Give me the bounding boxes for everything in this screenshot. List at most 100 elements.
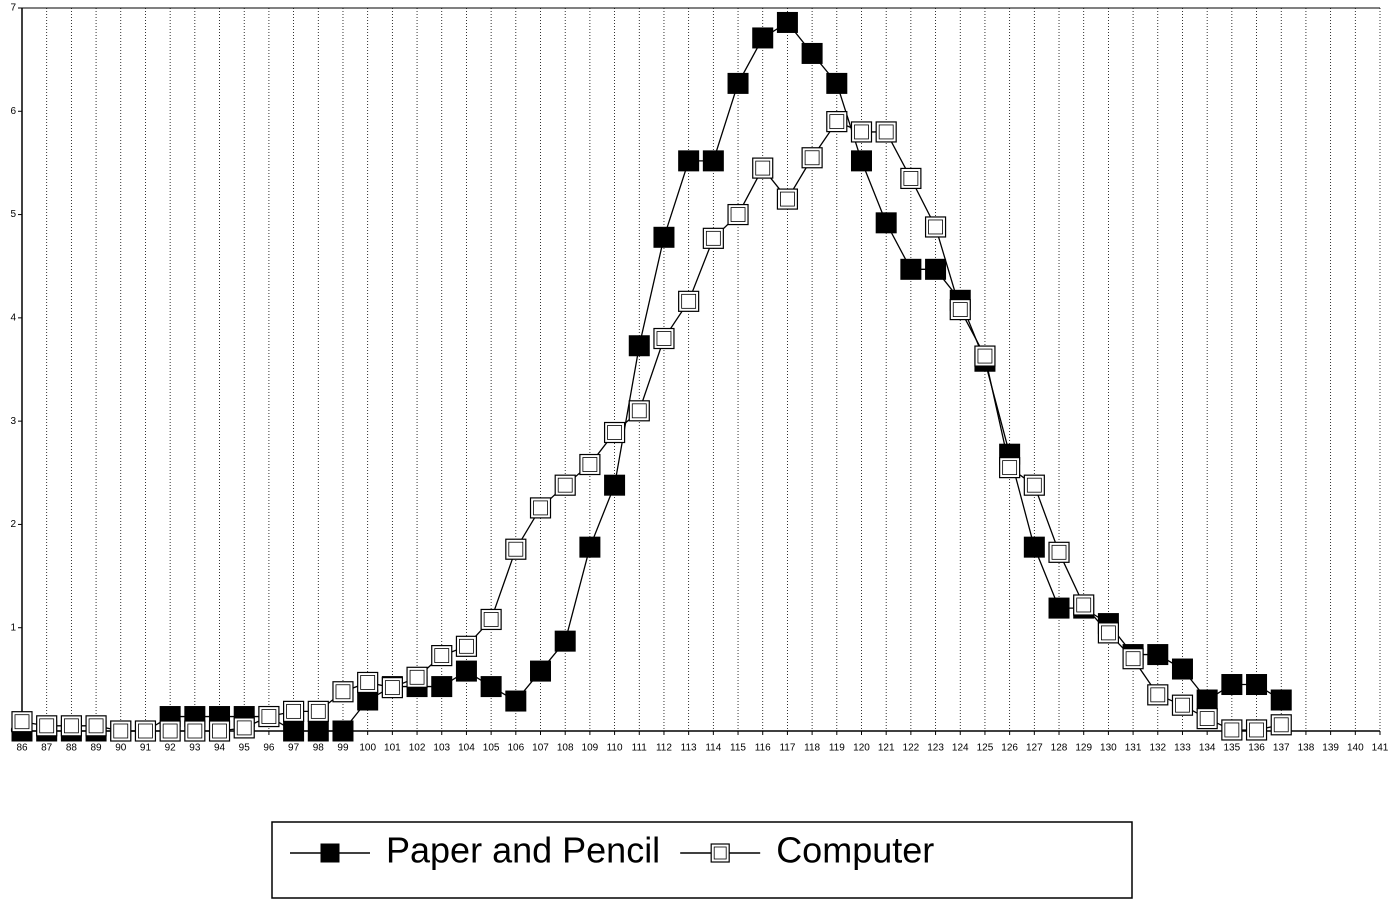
marker-inner <box>681 293 697 309</box>
x-tick-label: 116 <box>755 743 771 754</box>
x-tick-label: 95 <box>239 743 251 754</box>
marker-face <box>949 298 971 321</box>
x-tick-label: 90 <box>115 743 127 754</box>
legend: Paper and Pencil Computer <box>290 830 934 871</box>
marker-face <box>1048 541 1070 563</box>
marker-inner <box>63 718 79 734</box>
x-tick-label: 137 <box>1273 743 1290 754</box>
marker-face <box>1097 622 1120 644</box>
data-point <box>381 677 403 699</box>
marker-inner <box>409 669 425 685</box>
y-tick-label: 4 <box>10 312 16 323</box>
marker-face <box>752 27 774 49</box>
marker-face <box>1147 644 1169 666</box>
marker-face <box>357 671 379 694</box>
marker-face <box>505 538 527 560</box>
data-point <box>1196 708 1218 730</box>
data-point <box>924 216 947 238</box>
data-point <box>11 711 33 733</box>
marker-face <box>678 150 700 172</box>
x-tick-label: 135 <box>1224 743 1241 754</box>
data-point <box>604 474 626 496</box>
marker-face <box>924 216 947 238</box>
data-point <box>60 715 82 737</box>
marker-face <box>283 720 305 742</box>
data-point <box>826 72 848 94</box>
data-point <box>332 681 354 703</box>
data-point <box>875 121 897 143</box>
data-point <box>628 335 650 357</box>
data-point <box>678 290 700 312</box>
data-point <box>974 345 996 367</box>
data-point <box>1023 536 1045 558</box>
data-point <box>999 457 1021 479</box>
data-point <box>875 212 897 234</box>
data-point <box>505 538 527 560</box>
data-point <box>727 203 749 226</box>
x-tick-label: 91 <box>140 743 152 754</box>
marker-inner <box>582 457 598 472</box>
data-point <box>1147 644 1169 666</box>
marker-inner <box>1101 625 1116 641</box>
marker-face <box>1270 714 1292 736</box>
legend-box <box>271 821 1133 899</box>
data-point <box>529 497 552 519</box>
marker-inner <box>384 680 400 696</box>
marker-face <box>727 72 749 94</box>
x-tick-label: 129 <box>1075 743 1092 754</box>
x-tick-label: 105 <box>483 743 500 754</box>
data-point <box>480 608 502 631</box>
data-point <box>233 717 255 739</box>
x-tick-label: 124 <box>952 743 969 754</box>
data-point <box>406 666 428 688</box>
data-point <box>307 720 329 742</box>
data-point <box>1196 689 1218 711</box>
marker-face <box>875 121 897 143</box>
x-tick-label: 115 <box>730 743 746 754</box>
marker-inner <box>88 718 104 734</box>
x-tick-label: 112 <box>656 743 672 754</box>
data-point <box>900 258 922 280</box>
data-point <box>431 676 453 698</box>
x-tick-label: 102 <box>409 743 426 754</box>
x-tick-label: 119 <box>829 743 845 754</box>
marker-inner <box>310 703 326 719</box>
marker-face <box>925 258 947 280</box>
marker-face <box>850 150 872 172</box>
marker-face <box>431 676 453 698</box>
data-point <box>431 645 453 667</box>
marker-face <box>875 212 897 234</box>
marker-inner <box>631 403 647 419</box>
x-tick-label: 130 <box>1100 743 1117 754</box>
data-point <box>1122 648 1144 670</box>
marker-inner <box>236 720 252 736</box>
data-point <box>184 720 206 742</box>
legend-label: Paper and Pencil <box>386 830 660 871</box>
data-point <box>36 715 58 737</box>
marker-face <box>1023 474 1045 496</box>
x-tick-label: 141 <box>1372 743 1388 754</box>
x-tick-label: 117 <box>779 743 795 754</box>
marker-inner <box>713 846 727 860</box>
data-point <box>628 400 650 422</box>
y-tick-label: 2 <box>10 519 16 530</box>
x-tick-label: 125 <box>977 743 994 754</box>
x-tick-label: 132 <box>1149 743 1166 754</box>
marker-inner <box>113 723 129 739</box>
marker-inner <box>780 191 795 207</box>
x-tick-label: 98 <box>313 743 325 754</box>
marker-face <box>653 226 675 248</box>
data-point <box>1171 694 1194 716</box>
marker-face <box>900 167 922 190</box>
marker-face <box>1147 684 1169 706</box>
marker-face <box>850 121 873 143</box>
x-tick-label: 139 <box>1322 743 1339 754</box>
x-tick-label: 111 <box>632 743 648 754</box>
marker-inner <box>162 723 178 739</box>
marker-face <box>406 666 428 688</box>
x-tick-label: 133 <box>1174 743 1191 754</box>
marker-face <box>1023 536 1045 558</box>
data-point <box>801 147 823 169</box>
y-tick-label: 3 <box>10 416 16 427</box>
data-point <box>1048 541 1070 563</box>
